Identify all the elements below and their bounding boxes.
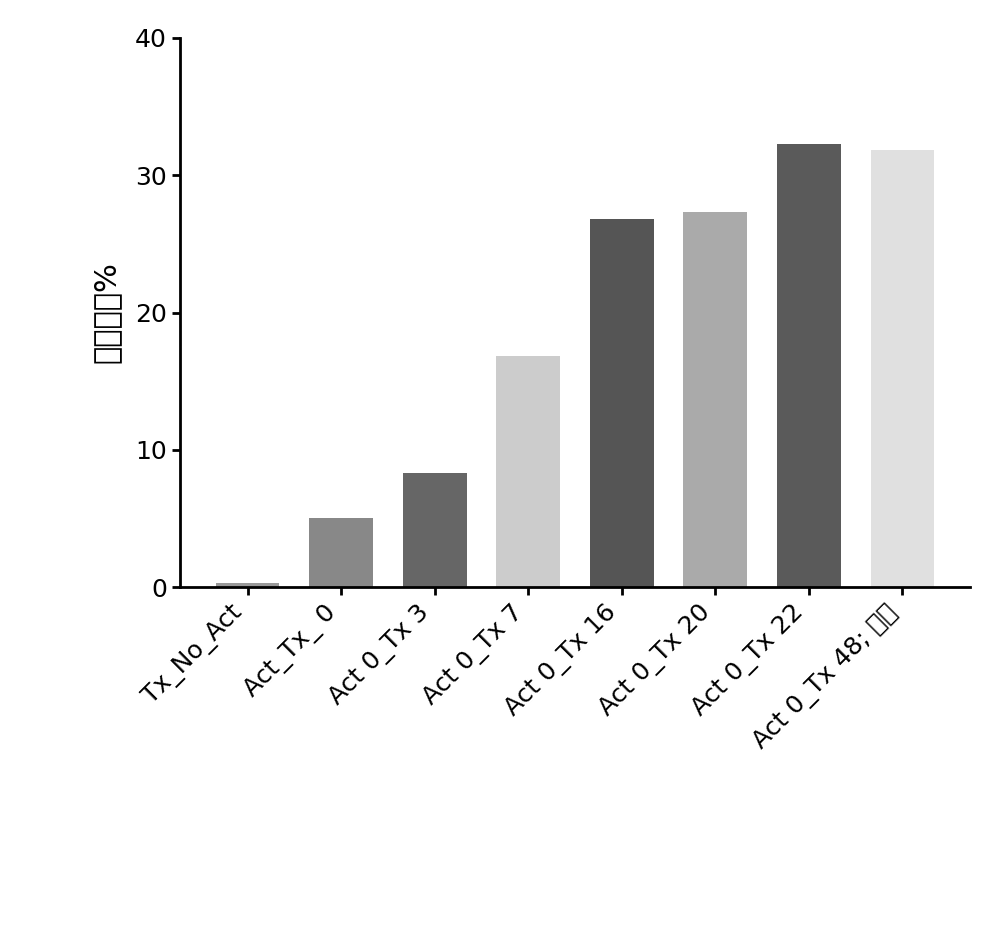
Bar: [683, 212, 747, 587]
Bar: [590, 219, 654, 587]
Bar: [309, 519, 373, 587]
Bar: [777, 144, 841, 587]
Bar: [871, 151, 934, 587]
Bar: [216, 583, 279, 587]
Y-axis label: 转导效率%: 转导效率%: [92, 261, 121, 364]
Bar: [403, 474, 467, 587]
Bar: [496, 356, 560, 587]
